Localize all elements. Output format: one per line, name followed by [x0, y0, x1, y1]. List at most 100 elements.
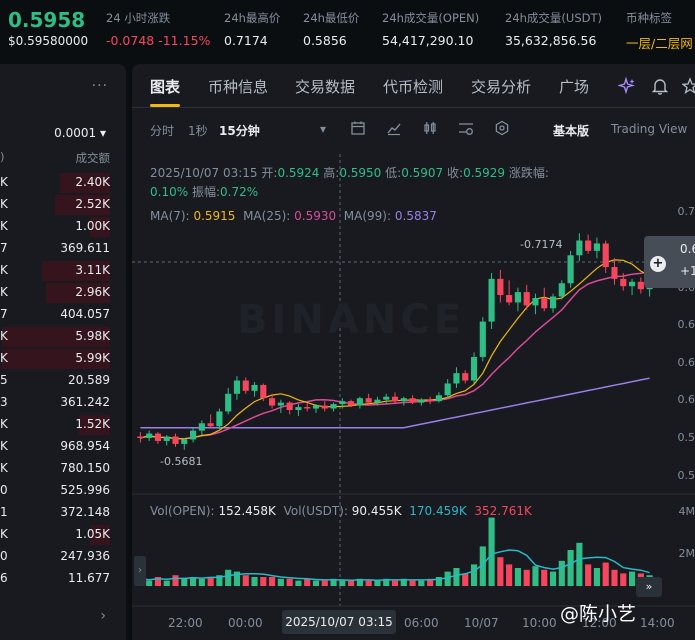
- line-chart-icon[interactable]: [386, 120, 402, 136]
- depth-bar: [42, 261, 110, 281]
- book-row-total: 525.996: [60, 483, 110, 497]
- book-row-amount: 0: [0, 549, 8, 563]
- more-icon[interactable]: ···: [91, 78, 108, 94]
- volume-bar: [216, 575, 223, 586]
- tab-trading-data[interactable]: 交易数据: [295, 78, 356, 96]
- book-row[interactable]: K 2.96K: [0, 282, 126, 304]
- stat-value: 0.5856: [303, 33, 347, 48]
- stat-24h-low: 24h最低价 0.5856: [303, 10, 359, 48]
- book-row[interactable]: 7 404.057: [0, 304, 126, 326]
- book-row-amount: 7: [0, 241, 8, 255]
- add-alert-plus-icon[interactable]: +: [650, 256, 666, 272]
- book-row[interactable]: K 1.00K: [0, 216, 126, 238]
- volume-bar: [470, 564, 478, 586]
- tab-coin-info[interactable]: 币种信息: [208, 78, 269, 96]
- vol-open-label: Vol(OPEN):: [150, 504, 215, 518]
- basic-mode-button[interactable]: 基本版: [553, 124, 590, 138]
- book-row-amount: K: [0, 329, 8, 343]
- book-row[interactable]: 0 525.996: [0, 480, 126, 502]
- book-row-total: 1.52K: [75, 417, 110, 431]
- open-label: 开:: [261, 166, 278, 180]
- candle-body: [541, 298, 548, 309]
- volume-bar: [497, 557, 504, 586]
- coin-tag-link[interactable]: 一层/二层网: [626, 36, 693, 51]
- bell-icon[interactable]: [652, 77, 668, 95]
- interval-15m-button[interactable]: 15分钟: [219, 124, 260, 138]
- volume-bar: [181, 578, 188, 586]
- chart-settings-icon[interactable]: [494, 120, 510, 136]
- current-price-tag[interactable]: + 0.6 +1: [644, 236, 695, 288]
- book-row[interactable]: K 780.150: [0, 458, 126, 480]
- user-watermark: @陈小艺: [560, 603, 637, 625]
- chart-tabs: 图表 币种信息 交易数据 代币检测 交易分析 广场: [132, 64, 695, 108]
- tradingview-mode-button[interactable]: Trading View: [611, 122, 688, 136]
- book-row[interactable]: K 1.52K: [0, 414, 126, 436]
- book-row[interactable]: K 2.52K: [0, 194, 126, 216]
- jump-to-latest-icon[interactable]: »: [636, 577, 662, 597]
- candle-body: [628, 281, 636, 287]
- candle-body: [374, 399, 381, 403]
- candle-body: [418, 399, 425, 403]
- interval-time-button[interactable]: 分时: [150, 124, 175, 138]
- indicator-settings-icon[interactable]: [457, 120, 475, 136]
- tab-token-check[interactable]: 代币检测: [383, 78, 444, 96]
- candle-body: [242, 380, 249, 391]
- volume-bar: [383, 578, 390, 586]
- stat-coin-tag[interactable]: 币种标签 一层/二层网: [626, 10, 693, 52]
- book-row[interactable]: 5 20.589: [0, 370, 126, 392]
- candle-body: [269, 398, 276, 406]
- tab-trade-analysis[interactable]: 交易分析: [471, 78, 532, 96]
- vol-usdt-label: Vol(USDT):: [283, 504, 348, 518]
- chart-toolbar: 分时 1秒 15分钟 ▾ 基本版 Trading View: [132, 109, 695, 149]
- x-tick: 10:00: [522, 616, 557, 630]
- volume-bar: [365, 580, 372, 586]
- price-tag-value: 0.6: [680, 242, 695, 256]
- volume-bar: [321, 580, 328, 586]
- book-row-amount: 6: [0, 571, 8, 585]
- book-row[interactable]: K 2.40K: [0, 172, 126, 194]
- book-row[interactable]: K 3.11K: [0, 260, 126, 282]
- book-row[interactable]: K 5.98K: [0, 326, 126, 348]
- calendar-icon[interactable]: [350, 120, 366, 136]
- book-row[interactable]: 3 361.242: [0, 392, 126, 414]
- precision-select[interactable]: 0.0001 ▾: [54, 126, 106, 140]
- book-row-amount: 1: [0, 505, 8, 519]
- book-row[interactable]: K 5.99K: [0, 348, 126, 370]
- y-tick: 0.5: [677, 431, 695, 444]
- candle-body: [286, 402, 293, 410]
- volume-bar: [189, 577, 197, 586]
- volume-bar: [427, 578, 434, 586]
- book-row[interactable]: K 1.05K: [0, 524, 126, 546]
- depth-bar: [2, 349, 110, 369]
- chevron-right-icon[interactable]: ›: [100, 608, 106, 624]
- candle-body: [602, 243, 609, 268]
- star-icon[interactable]: [682, 77, 695, 95]
- candle-body: [312, 405, 320, 409]
- candle-body: [514, 292, 521, 303]
- ai-sparkle-icon[interactable]: [618, 77, 636, 95]
- depth-bar: [2, 327, 110, 347]
- depth-bar: [90, 217, 110, 237]
- tab-square[interactable]: 广场: [559, 78, 590, 96]
- candle-body: [593, 243, 601, 251]
- book-row[interactable]: 0 247.936: [0, 546, 126, 568]
- volume-bar: [576, 542, 583, 586]
- candle-body: [137, 436, 144, 438]
- candlestick-icon[interactable]: [422, 120, 438, 136]
- stat-value: 54,417,290.10: [382, 33, 474, 48]
- book-row[interactable]: 6 11.677: [0, 568, 126, 590]
- book-row[interactable]: K 968.954: [0, 436, 126, 458]
- interval-1s-button[interactable]: 1秒: [188, 124, 208, 138]
- volume-bar: [549, 571, 557, 586]
- book-row-amount: K: [0, 197, 8, 211]
- book-row[interactable]: 7 369.611: [0, 238, 126, 260]
- tab-chart[interactable]: 图表: [150, 78, 181, 96]
- stat-value: -0.0748 -11.15%: [106, 33, 211, 48]
- book-row[interactable]: 1 372.148: [0, 502, 126, 524]
- ohlc-datetime: 2025/10/07 03:15: [150, 166, 258, 180]
- candle-body: [444, 383, 451, 396]
- collapse-toggle-icon[interactable]: ›: [134, 556, 146, 586]
- candlestick-chart[interactable]: -0.7174 -0.5681: [132, 154, 695, 640]
- change-value: 0.10%: [150, 185, 189, 199]
- interval-dropdown[interactable]: ▾: [320, 122, 327, 136]
